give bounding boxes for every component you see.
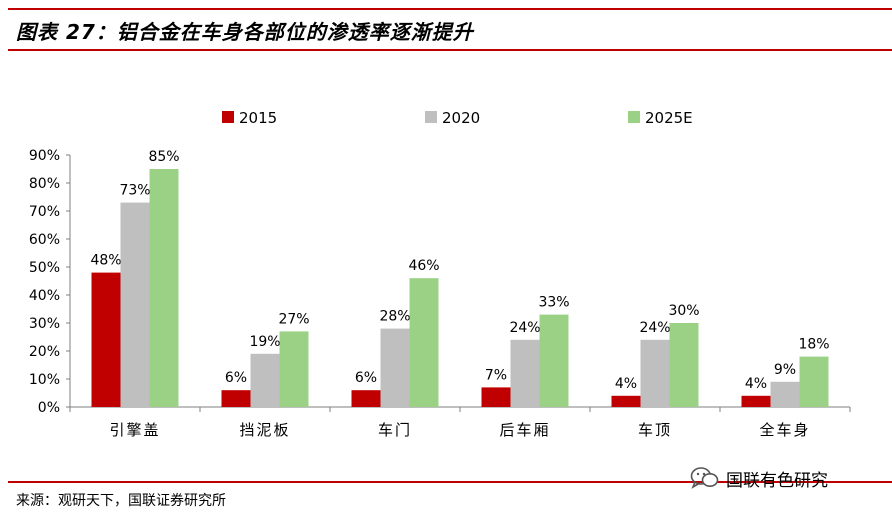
bar-2020 xyxy=(250,353,280,407)
bar-2015 xyxy=(481,387,511,407)
legend-label: 2015 xyxy=(239,109,277,127)
bar-2020 xyxy=(380,328,410,407)
data-label: 24% xyxy=(639,320,670,336)
data-label: 27% xyxy=(278,311,309,327)
data-label: 30% xyxy=(668,303,699,319)
bar-2025e xyxy=(409,278,439,407)
data-label: 85% xyxy=(148,149,179,165)
category-label: 后车厢 xyxy=(499,421,550,439)
data-label: 73% xyxy=(119,183,150,199)
data-label: 19% xyxy=(249,334,280,350)
watermark: 国联有色研究 xyxy=(690,465,828,491)
y-tick-label: 40% xyxy=(29,288,60,304)
data-label: 24% xyxy=(509,320,540,336)
top-rule xyxy=(8,8,892,10)
y-tick-label: 60% xyxy=(29,232,60,248)
legend-swatch-2015 xyxy=(222,111,234,123)
data-label: 48% xyxy=(90,253,121,269)
chart-title: 图表 27：铝合金在车身各部位的渗透率逐渐提升 xyxy=(16,20,474,44)
bar-2020 xyxy=(510,339,540,407)
bar-2025e xyxy=(669,323,699,407)
y-tick-label: 90% xyxy=(29,148,60,164)
category-label: 车顶 xyxy=(638,421,672,439)
bar-2025e xyxy=(799,356,829,407)
data-label: 4% xyxy=(615,376,637,392)
watermark-text: 国联有色研究 xyxy=(726,470,828,491)
bar-2015 xyxy=(221,390,251,407)
y-tick-label: 70% xyxy=(29,204,60,220)
title-rule xyxy=(8,49,892,51)
data-label: 4% xyxy=(745,376,767,392)
data-label: 9% xyxy=(774,362,796,378)
legend-swatch-2020 xyxy=(425,111,437,123)
category-label: 全车身 xyxy=(759,421,810,439)
legend-label: 2025E xyxy=(645,109,693,127)
bar-2020 xyxy=(120,202,150,407)
wechat-icon xyxy=(690,467,719,489)
source-note: 来源：观研天下，国联证券研究所 xyxy=(16,493,226,509)
footer-rule xyxy=(8,481,892,483)
data-label: 7% xyxy=(485,367,507,383)
data-label: 46% xyxy=(408,258,439,274)
y-tick-label: 30% xyxy=(29,316,60,332)
bar-2025e xyxy=(279,331,309,407)
data-label: 18% xyxy=(798,337,829,353)
y-tick-label: 10% xyxy=(29,372,60,388)
bar-2025e xyxy=(149,169,179,407)
bar-2015 xyxy=(91,272,121,407)
category-label: 引擎盖 xyxy=(109,421,160,439)
legend-label: 2020 xyxy=(442,109,480,127)
y-tick-label: 50% xyxy=(29,260,60,276)
data-label: 33% xyxy=(538,295,569,311)
bar-2020 xyxy=(640,339,670,407)
category-label: 挡泥板 xyxy=(239,421,290,439)
y-tick-label: 0% xyxy=(38,400,60,416)
bar-2015 xyxy=(611,395,641,407)
legend-swatch-2025e xyxy=(628,111,640,123)
data-label: 6% xyxy=(355,370,377,386)
bar-2015 xyxy=(741,395,771,407)
bar-2025e xyxy=(539,314,569,407)
category-label: 车门 xyxy=(378,421,412,439)
data-label: 6% xyxy=(225,370,247,386)
y-tick-label: 80% xyxy=(29,176,60,192)
bar-2020 xyxy=(770,381,800,407)
y-tick-label: 20% xyxy=(29,344,60,360)
bar-2015 xyxy=(351,390,381,407)
data-label: 28% xyxy=(379,309,410,325)
